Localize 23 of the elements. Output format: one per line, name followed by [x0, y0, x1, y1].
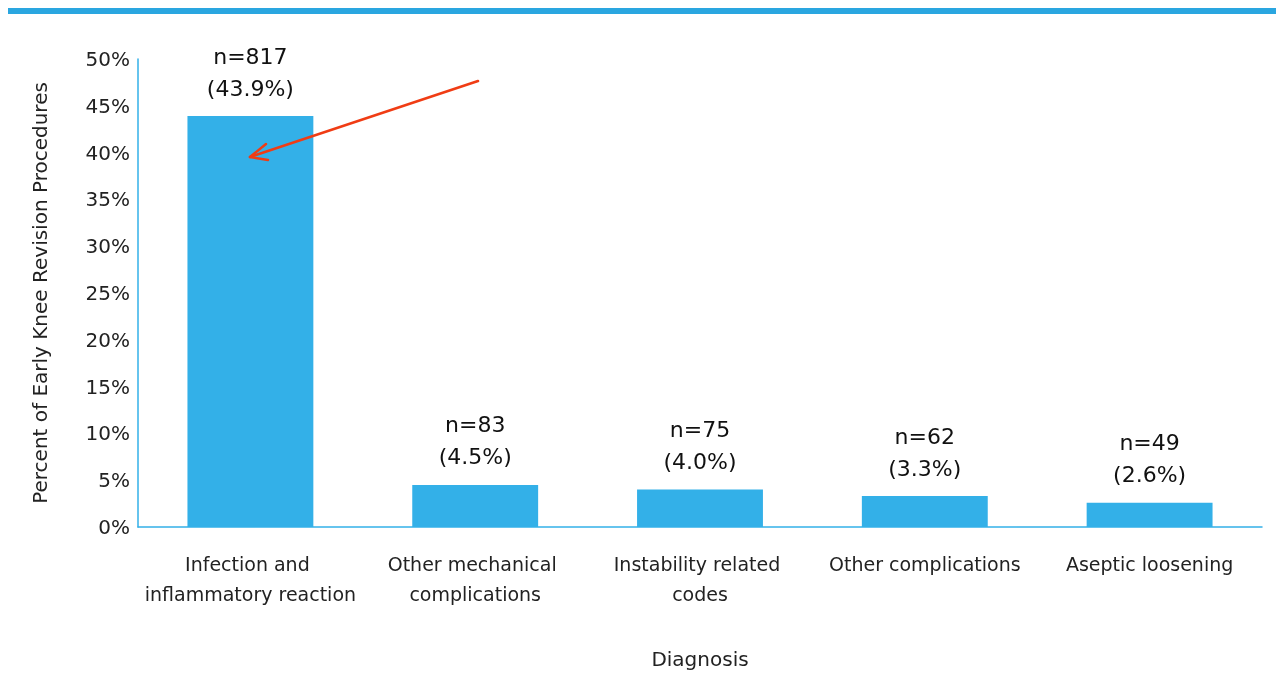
x-tick-label: Aseptic loosening: [1065, 553, 1234, 575]
x-tick-label: Infection and inflammatory reaction: [144, 553, 357, 605]
data-label: n=49 (2.6%): [1113, 430, 1187, 488]
data-label: n=83 (4.5%): [438, 412, 512, 470]
y-tick-label: 50%: [85, 47, 130, 71]
y-tick-label: 0%: [98, 515, 130, 539]
y-tick-label: 15%: [85, 374, 130, 399]
y-tick-label: 40%: [85, 140, 130, 165]
x-axis-title: Diagnosis: [651, 647, 749, 671]
data-label: n=75 (4.0%): [663, 417, 737, 475]
y-tick-label: 25%: [85, 281, 130, 305]
x-tick-label: Other mechanical complications: [387, 553, 563, 605]
data-label: n=817 (43.9%): [206, 43, 294, 101]
y-tick-label: 5%: [98, 468, 130, 493]
data-label: n=62 (3.3%): [888, 423, 962, 481]
y-tick-label: 30%: [85, 234, 130, 259]
y-tick-label: 45%: [85, 93, 130, 118]
y-axis-title: Percent of Early Knee Revision Procedures: [28, 82, 52, 504]
y-tick-label: 35%: [85, 187, 130, 212]
x-tick-label: Instability related codes: [613, 553, 787, 605]
y-tick-label: 10%: [85, 421, 130, 446]
y-tick-label: 20%: [85, 327, 130, 352]
x-tick-label: Other complications: [829, 553, 1021, 575]
